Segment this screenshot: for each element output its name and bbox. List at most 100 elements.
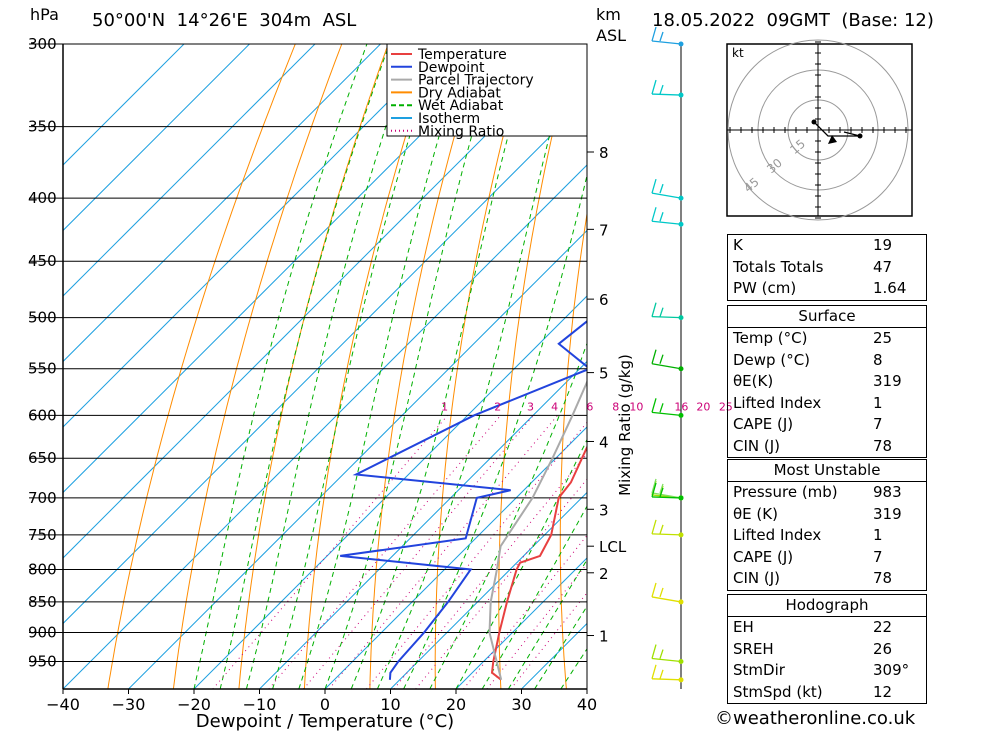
surface-title: Surface xyxy=(728,306,926,328)
isotherm-line xyxy=(63,44,381,363)
wet-adiabat-line xyxy=(350,44,534,689)
table-row: SREH 26 xyxy=(728,639,926,661)
pressure-tick-label: 600 xyxy=(28,406,57,424)
wind-barb-shaft xyxy=(651,596,682,603)
wind-barb-flag xyxy=(651,349,657,364)
table-row: Lifted Index 1 xyxy=(728,525,926,547)
wind-barb xyxy=(651,482,682,499)
wind-barb xyxy=(651,398,682,416)
dry-adiabat-line xyxy=(942,44,1000,689)
series-line-parcel-trajectory xyxy=(488,379,587,681)
wind-barb-flag xyxy=(659,669,664,680)
wind-barb-shaft xyxy=(651,192,682,199)
row-key: Lifted Index xyxy=(733,393,822,412)
isotherm-line xyxy=(259,360,587,689)
wet-adiabat-line xyxy=(403,173,587,689)
row-value: 26 xyxy=(873,639,893,658)
table-row: θE(K) 319 xyxy=(728,371,926,393)
wind-barb-flag xyxy=(651,178,657,194)
pressure-tick-label: 750 xyxy=(28,526,57,544)
pressure-tick-label: 400 xyxy=(28,189,57,207)
legend-label: Dry Adiabat xyxy=(418,85,501,101)
wind-barb-shaft xyxy=(651,316,682,319)
wet-adiabat-line xyxy=(376,44,574,689)
axis-labels: 1234681016202530035040045050055060065070… xyxy=(28,35,733,732)
wind-barb-shaft xyxy=(651,496,682,499)
wind-barb-flag xyxy=(651,207,657,222)
wind-barb-flag xyxy=(651,519,657,535)
mixing-ratio-label: 8 xyxy=(612,400,619,413)
hodograph-table: Hodograph EH 22 SREH 26 StmDir 309° StmSpd (kt… xyxy=(727,594,927,704)
hpa-label: hPa xyxy=(30,5,59,24)
x-tick-label: 20 xyxy=(446,695,466,714)
hodograph-point xyxy=(811,119,817,125)
table-row: Dewp (°C) 8 xyxy=(728,350,926,372)
wind-barbs xyxy=(651,26,684,689)
dry-adiabat-line xyxy=(559,210,587,689)
row-value: 1 xyxy=(873,526,883,544)
dry-adiabat-line xyxy=(991,44,1000,689)
wind-barb xyxy=(651,207,682,225)
mixing-ratio-label: 20 xyxy=(696,400,710,413)
wind-barb-flag xyxy=(659,587,664,598)
wind-barb xyxy=(651,582,682,603)
mixing-ratio-line xyxy=(486,562,587,689)
wet-adiabat-line xyxy=(193,44,368,689)
dry-adiabat-line xyxy=(434,44,528,689)
row-key: Pressure (mb) xyxy=(733,483,838,501)
legend-box xyxy=(386,43,588,137)
copyright-icon: © xyxy=(715,708,733,729)
mixing-ratio-label: 10 xyxy=(629,400,643,413)
row-value: 19 xyxy=(873,236,893,254)
wind-barb-flag xyxy=(651,302,657,317)
wind-barb xyxy=(651,302,682,319)
mixing-ratio-label: 1 xyxy=(441,400,448,413)
row-key: StmDir xyxy=(733,661,785,679)
table-row: PW (cm) 1.64 xyxy=(728,278,926,300)
row-value: 983 xyxy=(873,483,902,501)
isotherm-line xyxy=(63,98,587,625)
height-tick-label: LCL xyxy=(599,538,627,556)
x-tick-label: 30 xyxy=(511,695,531,714)
wind-barb xyxy=(651,26,682,45)
wind-barb xyxy=(651,664,682,681)
table-row: StmSpd (kt) 12 xyxy=(728,682,926,704)
x-tick-label: −30 xyxy=(112,695,146,714)
pressure-tick-label: 800 xyxy=(28,560,57,578)
isotherm-line xyxy=(63,44,447,428)
pressure-tick-label: 700 xyxy=(28,489,57,507)
wind-barb-shaft xyxy=(651,40,682,45)
height-tick-label: 5 xyxy=(599,365,609,383)
isotherm-line xyxy=(390,491,587,689)
wind-barb-flag xyxy=(659,483,664,494)
row-value: 1.64 xyxy=(873,279,907,297)
legend-label: Mixing Ratio xyxy=(418,124,504,140)
wind-barb-flag xyxy=(651,482,657,498)
asl-label: ASL xyxy=(596,26,627,45)
pressure-tick-label: 900 xyxy=(28,624,57,642)
hodograph-title: Hodograph xyxy=(728,595,926,617)
wind-barb xyxy=(651,519,682,536)
row-key: EH xyxy=(733,618,754,636)
legend-label: Temperature xyxy=(417,47,507,63)
wind-barb-shaft xyxy=(651,220,682,225)
table-row: K 19 xyxy=(728,235,926,257)
x-tick-label: −40 xyxy=(46,695,80,714)
wind-barb-shaft xyxy=(651,678,682,681)
table-row: CIN (J) 78 xyxy=(728,436,926,458)
wind-barb-shaft xyxy=(651,93,682,96)
dry-adiabat-line xyxy=(678,44,714,689)
wind-barb-flag xyxy=(659,183,664,194)
site-name: weatheronline.co.uk xyxy=(733,708,916,729)
row-key: StmSpd (kt) xyxy=(733,682,823,701)
wind-barb xyxy=(651,79,682,96)
height-tick-label: 1 xyxy=(599,628,609,646)
hodograph-unit-label: kt xyxy=(732,46,744,60)
x-tick-label: −20 xyxy=(177,695,211,714)
table-row: CIN (J) 78 xyxy=(728,568,926,590)
dry-adiabat-line xyxy=(107,44,296,689)
legend-label: Wet Adiabat xyxy=(418,98,504,114)
legend-label: Parcel Trajectory xyxy=(418,73,534,89)
wind-barb-flag xyxy=(659,84,664,95)
